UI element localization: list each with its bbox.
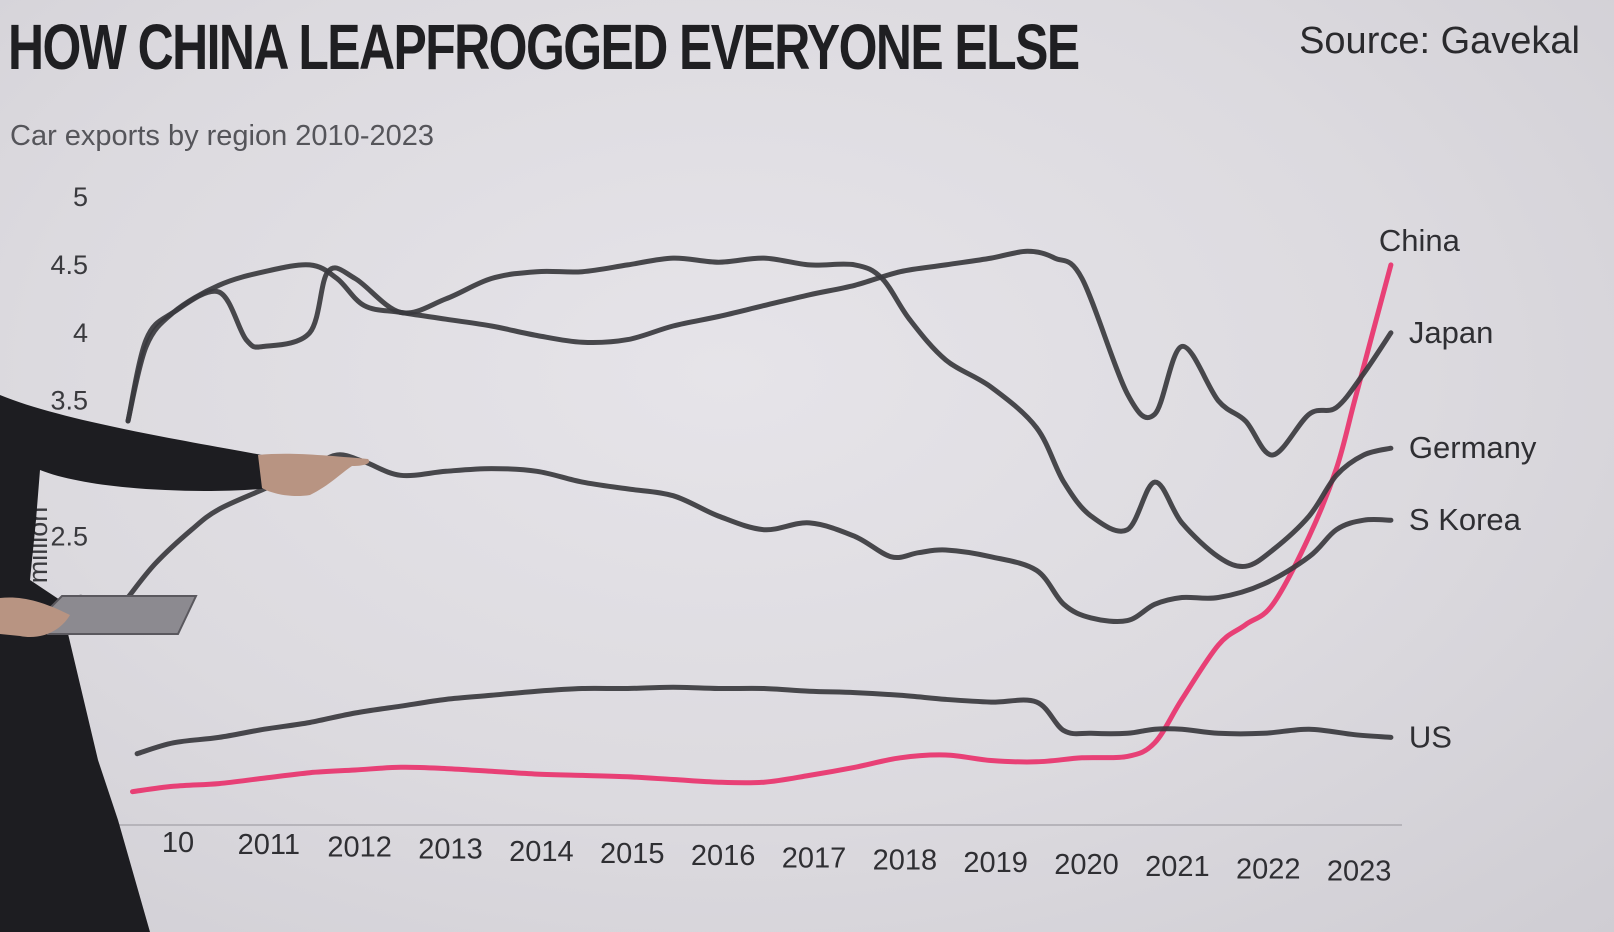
x-tick-label: 2011 <box>238 829 300 861</box>
x-tick-label: 2017 <box>782 842 847 874</box>
x-axis-ticks: 10 2011 2012 2013 2014 2015 2016 2017 2018 2019 20… <box>162 827 1392 888</box>
x-tick-label: 2016 <box>691 840 756 872</box>
x-tick-label: 2022 <box>1236 853 1301 885</box>
y-tick-label: 5 <box>73 182 88 212</box>
series-line-china <box>130 262 1394 795</box>
x-tick-label: 2021 <box>1145 851 1210 883</box>
x-tick-label: 2014 <box>509 836 574 868</box>
source-label: Source: Gavekal <box>1299 20 1580 62</box>
series-line-japan <box>125 248 1394 458</box>
y-tick-label: 3.5 <box>50 386 88 416</box>
series-label-japan: Japan <box>1409 315 1493 350</box>
x-tick-label: 2015 <box>600 838 665 870</box>
y-tick-label: 4 <box>73 318 88 348</box>
x-tick-label: 2013 <box>418 834 483 866</box>
series-label-china: China <box>1379 223 1461 258</box>
x-tick-label: 2023 <box>1327 856 1392 888</box>
series-label-germany: Germany <box>1409 430 1537 465</box>
series-line-us <box>134 684 1394 757</box>
x-tick-label: 10 <box>162 827 194 859</box>
series-label-s-korea: S Korea <box>1409 502 1522 537</box>
x-tick-label: 2019 <box>963 847 1028 879</box>
chart-subtitle: Car exports by region 2010-2023 <box>10 120 434 152</box>
y-tick-label: 4.5 <box>50 250 88 280</box>
series-line-germany <box>125 255 1394 570</box>
x-tick-label: 2012 <box>327 831 392 863</box>
series-label-us: US <box>1409 719 1452 754</box>
y-tick-label: 2.5 <box>50 521 88 551</box>
x-tick-label: 2020 <box>1054 849 1119 881</box>
series-labels: China Japan Germany S Korea US <box>1379 223 1537 755</box>
hand-icon <box>258 453 370 497</box>
x-tick-label: 2018 <box>873 845 938 877</box>
chart-title: HOW CHINA LEAPFROGGED EVERYONE ELSE <box>8 11 1080 83</box>
